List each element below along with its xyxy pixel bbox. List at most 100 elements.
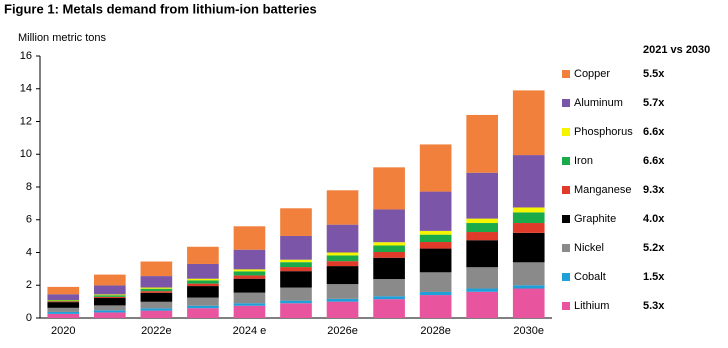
- bar-segment: [233, 271, 266, 276]
- bar-segment: [419, 230, 452, 235]
- bar-segment: [373, 242, 405, 246]
- bar-segment: [373, 252, 405, 258]
- bar-segment: [326, 266, 359, 285]
- legend-swatch: [562, 157, 570, 165]
- y-tick-label: 14: [20, 83, 32, 95]
- bar-segment: [419, 144, 452, 192]
- bar-segment: [280, 262, 312, 268]
- bar-segment: [373, 209, 405, 243]
- y-tick-label: 8: [26, 181, 32, 193]
- bar-segment: [187, 246, 219, 264]
- bar-segment: [326, 261, 359, 267]
- bar-segment: [93, 274, 126, 286]
- bar-segment: [466, 172, 499, 219]
- bar-segment: [187, 286, 219, 298]
- bar-segment: [140, 287, 173, 289]
- bar-segment: [419, 242, 452, 249]
- y-tick-label: 10: [20, 148, 32, 160]
- legend-label: Manganese: [574, 184, 632, 196]
- bar-segment: [233, 303, 266, 306]
- bar-segment: [280, 300, 312, 304]
- legend-swatch: [562, 70, 570, 78]
- bar-segment: [512, 90, 545, 156]
- bar-segment: [466, 291, 499, 318]
- ratio-label: 5.2x: [643, 242, 665, 254]
- bar-segment: [187, 305, 219, 309]
- bar-segment: [140, 301, 173, 309]
- ratio-label: 6.6x: [643, 126, 665, 138]
- bar-segment: [466, 240, 499, 268]
- bar-segment: [93, 310, 126, 313]
- bar-segment: [326, 284, 359, 299]
- x-tick-label: 2026e: [327, 325, 358, 337]
- legend-label: Lithium: [574, 300, 609, 312]
- bar-segment: [326, 252, 359, 256]
- bar-segment: [373, 299, 405, 318]
- x-tick-label: 2020: [51, 325, 75, 337]
- bar-segment: [233, 226, 266, 250]
- legend-label: Cobalt: [574, 271, 606, 283]
- bar-segment: [373, 245, 405, 253]
- bar-segment: [419, 295, 452, 318]
- bar-segment: [187, 278, 219, 281]
- bar-segment: [280, 287, 312, 301]
- bar-segment: [93, 294, 126, 296]
- bar-segment: [187, 283, 219, 287]
- bar-segment: [93, 305, 126, 311]
- bar-segment: [466, 218, 499, 224]
- bar-segment: [140, 261, 173, 277]
- legend-label: Iron: [574, 155, 593, 167]
- bar-segment: [512, 212, 545, 224]
- bar-segment: [512, 223, 545, 233]
- bar-segment: [280, 267, 312, 272]
- y-tick-label: 16: [20, 50, 32, 62]
- bar-segment: [373, 257, 405, 280]
- bar-segment: [93, 298, 126, 306]
- legend-label: Graphite: [574, 213, 616, 225]
- legend-label: Phosphorus: [574, 126, 633, 138]
- bar-segment: [326, 301, 359, 318]
- bar-segment: [47, 294, 80, 300]
- bar-segment: [326, 190, 359, 225]
- ratio-label: 9.3x: [643, 184, 665, 196]
- chart-title: Figure 1: Metals demand from lithium-ion…: [4, 1, 317, 16]
- bar-segment: [233, 278, 266, 293]
- ratio-header: 2021 vs 2030: [643, 44, 710, 56]
- bar-segment: [187, 280, 219, 284]
- ratio-label: 4.0x: [643, 213, 665, 225]
- bar-segment: [373, 296, 405, 300]
- bar-segment: [140, 308, 173, 311]
- bar-segment: [466, 288, 499, 292]
- bar-segment: [233, 269, 266, 272]
- bar-segment: [466, 223, 499, 233]
- bar-segment: [93, 312, 126, 318]
- bar-segment: [373, 279, 405, 297]
- ratio-label: 6.6x: [643, 155, 665, 167]
- ratio-label: 1.5x: [643, 271, 665, 283]
- x-tick-label: 2022e: [141, 325, 172, 337]
- bar-segment: [140, 288, 173, 292]
- legend-swatch: [562, 186, 570, 194]
- bar-segment: [419, 191, 452, 231]
- bar-segment: [466, 267, 499, 289]
- bar-segment: [512, 285, 545, 289]
- bar-segment: [419, 248, 452, 273]
- bar-segment: [47, 286, 80, 295]
- bar-segment: [93, 296, 126, 299]
- y-tick-label: 12: [20, 115, 32, 127]
- bar-segment: [512, 262, 545, 286]
- bar-segment: [419, 272, 452, 292]
- bar-segment: [280, 303, 312, 318]
- bar-segment: [187, 308, 219, 318]
- bar-segment: [419, 234, 452, 243]
- bar-segment: [140, 292, 173, 302]
- bar-segment: [326, 255, 359, 262]
- legend-swatch: [562, 128, 570, 136]
- y-tick-label: 0: [26, 312, 32, 324]
- bar-segment: [466, 114, 499, 173]
- bar-segment: [233, 249, 266, 270]
- bar-segment: [93, 295, 126, 297]
- y-tick-label: 4: [26, 246, 32, 258]
- legend-swatch: [562, 302, 570, 310]
- bar-segment: [47, 313, 80, 318]
